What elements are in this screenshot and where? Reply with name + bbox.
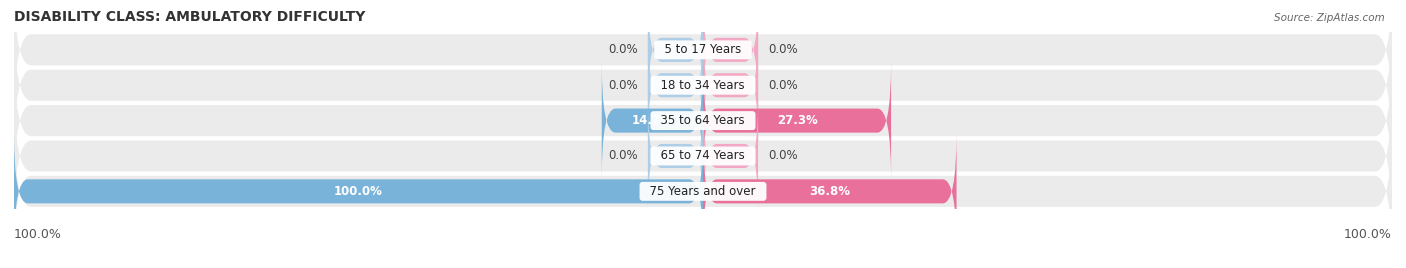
Text: Source: ZipAtlas.com: Source: ZipAtlas.com (1274, 13, 1385, 23)
FancyBboxPatch shape (14, 83, 1392, 229)
Text: 36.8%: 36.8% (810, 185, 851, 198)
FancyBboxPatch shape (703, 133, 956, 250)
FancyBboxPatch shape (648, 0, 703, 109)
Text: 65 to 74 Years: 65 to 74 Years (654, 150, 752, 162)
FancyBboxPatch shape (14, 0, 1392, 123)
Text: 0.0%: 0.0% (607, 43, 637, 56)
Text: 100.0%: 100.0% (14, 229, 62, 241)
Text: 18 to 34 Years: 18 to 34 Years (654, 79, 752, 92)
FancyBboxPatch shape (703, 27, 758, 144)
Text: 35 to 64 Years: 35 to 64 Years (654, 114, 752, 127)
Text: 0.0%: 0.0% (769, 79, 799, 92)
FancyBboxPatch shape (703, 0, 758, 109)
Text: 14.7%: 14.7% (631, 114, 673, 127)
FancyBboxPatch shape (648, 27, 703, 144)
Text: 0.0%: 0.0% (769, 43, 799, 56)
Text: DISABILITY CLASS: AMBULATORY DIFFICULTY: DISABILITY CLASS: AMBULATORY DIFFICULTY (14, 10, 366, 24)
Text: 75 Years and over: 75 Years and over (643, 185, 763, 198)
Text: 27.3%: 27.3% (776, 114, 817, 127)
Text: 100.0%: 100.0% (335, 185, 382, 198)
Text: 0.0%: 0.0% (607, 79, 637, 92)
Text: 5 to 17 Years: 5 to 17 Years (657, 43, 749, 56)
FancyBboxPatch shape (14, 48, 1392, 193)
FancyBboxPatch shape (648, 97, 703, 215)
FancyBboxPatch shape (703, 62, 891, 179)
Text: 0.0%: 0.0% (769, 150, 799, 162)
Text: 0.0%: 0.0% (607, 150, 637, 162)
FancyBboxPatch shape (703, 97, 758, 215)
Text: 100.0%: 100.0% (1344, 229, 1392, 241)
FancyBboxPatch shape (14, 12, 1392, 158)
FancyBboxPatch shape (14, 133, 703, 250)
FancyBboxPatch shape (14, 118, 1392, 264)
FancyBboxPatch shape (602, 62, 703, 179)
